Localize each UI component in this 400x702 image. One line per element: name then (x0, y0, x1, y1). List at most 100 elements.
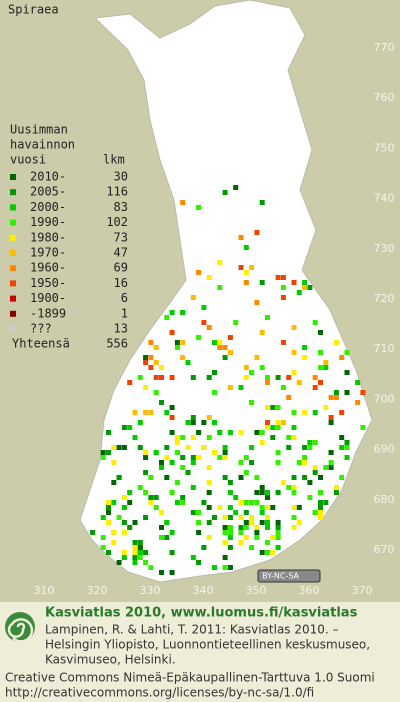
record-square (111, 445, 117, 450)
legend-count: 6 (121, 291, 128, 305)
record-square (312, 470, 318, 475)
record-square (212, 370, 217, 375)
record-square (174, 435, 180, 440)
legend-heading: havainnon (10, 138, 75, 152)
record-square (180, 455, 186, 460)
y-tick-label: 690 (374, 443, 395, 456)
record-square (190, 295, 196, 300)
record-square (206, 325, 212, 330)
record-square (164, 445, 170, 450)
record-square (206, 415, 212, 420)
record-square (259, 440, 265, 445)
record-square (249, 500, 255, 505)
record-square (201, 500, 207, 505)
legend-count: 102 (106, 215, 128, 229)
record-square (265, 495, 270, 500)
record-square (159, 460, 164, 465)
record-square (280, 420, 286, 425)
record-square (222, 530, 228, 535)
record-square (238, 475, 244, 480)
record-square (238, 525, 244, 530)
license-badge-text: BY-NC-SA (262, 572, 300, 581)
record-square (238, 540, 244, 545)
y-tick-label: 710 (374, 342, 395, 355)
record-square (227, 535, 233, 540)
record-square (227, 565, 233, 570)
legend-label: 1990- (30, 215, 66, 229)
citation-line: Helsingin Yliopisto, Luonnontieteellinen… (45, 638, 370, 652)
record-square (127, 380, 133, 385)
record-square (222, 355, 228, 360)
record-square (148, 495, 154, 500)
record-square (159, 525, 164, 530)
record-square (100, 450, 106, 455)
record-square (312, 510, 318, 515)
legend-swatch (10, 219, 16, 226)
record-square (307, 285, 313, 290)
record-square (180, 495, 186, 500)
record-square (196, 455, 202, 460)
record-square (206, 480, 212, 485)
record-square (312, 410, 318, 415)
record-square (275, 530, 281, 535)
record-square (180, 465, 186, 470)
record-square (206, 490, 212, 495)
record-square (291, 525, 297, 530)
record-square (190, 420, 196, 425)
record-square (143, 455, 149, 460)
legend-label: 2000- (30, 200, 66, 214)
legend-swatch (10, 234, 16, 241)
record-square (280, 285, 286, 290)
record-square (190, 510, 196, 515)
record-square (127, 500, 133, 505)
luomus-logo (5, 612, 35, 643)
record-square (121, 530, 127, 535)
record-square (360, 390, 366, 395)
record-square (201, 420, 207, 425)
legend-count: 69 (114, 261, 128, 275)
record-square (190, 455, 196, 460)
record-square (127, 490, 133, 495)
y-tick-label: 670 (374, 543, 395, 556)
record-square (254, 530, 260, 535)
record-square (121, 505, 127, 510)
legend-count: 47 (114, 246, 128, 260)
record-square (227, 505, 233, 510)
record-square (280, 385, 286, 390)
legend-label: -1899 (30, 306, 66, 320)
record-square (291, 515, 297, 520)
record-square (259, 490, 265, 495)
record-square (275, 420, 281, 425)
legend-count: 16 (114, 276, 128, 290)
legend-label: ??? (30, 322, 52, 336)
record-square (307, 480, 313, 485)
legend-swatch (10, 280, 16, 287)
legend-label: 1980- (30, 230, 66, 244)
record-square (106, 430, 111, 435)
record-square (206, 375, 212, 380)
record-square (121, 425, 127, 430)
record-square (233, 320, 239, 325)
record-square (143, 410, 149, 415)
record-square (148, 340, 154, 345)
record-square (174, 500, 180, 505)
record-square (164, 535, 170, 540)
record-square (121, 495, 127, 500)
record-square (254, 535, 260, 540)
record-square (169, 430, 175, 435)
record-square (196, 560, 202, 565)
record-square (333, 490, 339, 495)
record-square (249, 445, 255, 450)
legend-heading: Uusimman (10, 123, 68, 137)
record-square (159, 365, 164, 370)
record-square (206, 535, 212, 540)
record-square (180, 500, 186, 505)
record-square (132, 555, 138, 560)
record-square (111, 500, 117, 505)
record-square (106, 450, 111, 455)
record-square (206, 435, 212, 440)
record-square (116, 560, 122, 565)
x-tick-label: 310 (34, 584, 55, 597)
record-square (265, 520, 270, 525)
record-square (206, 465, 212, 470)
